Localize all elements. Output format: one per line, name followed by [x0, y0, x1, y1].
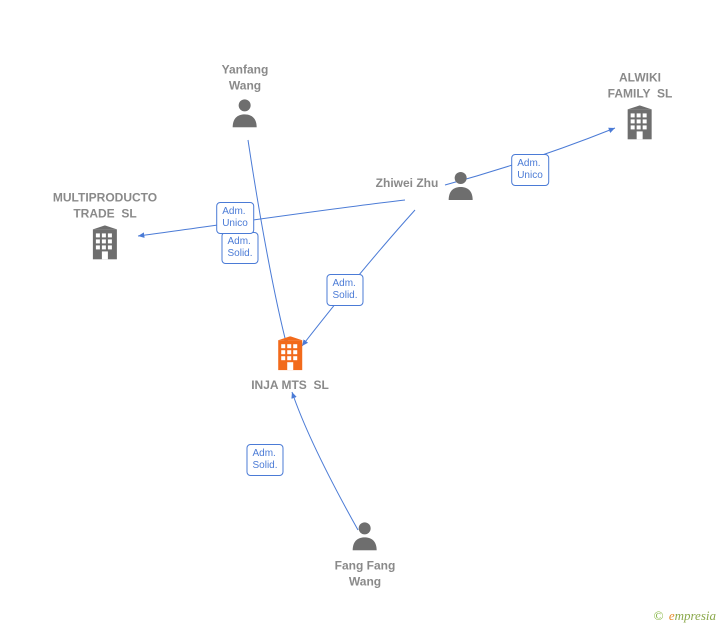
edge-label: Adm. Solid.: [326, 274, 363, 306]
node-multiproducto: MULTIPRODUCTO TRADE SL: [53, 190, 157, 259]
person-icon: [446, 170, 474, 200]
edge-label: Adm. Solid.: [221, 232, 258, 264]
node-fangfang: Fang Fang Wang: [335, 520, 396, 589]
building-icon: [608, 106, 673, 140]
watermark-text: mpresia: [675, 608, 716, 623]
node-label: Zhiwei Zhu: [376, 176, 439, 192]
node-inja: INJA MTS SL: [251, 336, 329, 394]
watermark: © empresia: [654, 608, 716, 624]
node-label: MULTIPRODUCTO TRADE SL: [53, 190, 157, 221]
node-label: INJA MTS SL: [251, 378, 329, 394]
building-icon: [251, 336, 329, 370]
node-label: Yanfang Wang: [222, 62, 269, 93]
copyright-symbol: ©: [654, 608, 664, 623]
edge-zhiwei-multiproducto: [138, 200, 405, 236]
diagram-canvas: Adm. Solid.Adm. Solid.Adm. UnicoAdm. Uni…: [0, 0, 728, 630]
node-zhiwei: Zhiwei Zhu: [376, 170, 475, 200]
node-yanfang: Yanfang Wang: [222, 62, 269, 127]
edge-fangfang-inja: [292, 392, 358, 530]
person-icon: [222, 98, 269, 128]
building-icon: [53, 226, 157, 260]
edge-label: Adm. Solid.: [246, 444, 283, 476]
person-icon: [335, 520, 396, 550]
node-label: Fang Fang Wang: [335, 558, 396, 589]
node-label: ALWIKI FAMILY SL: [608, 70, 673, 101]
edge-label: Adm. Unico: [216, 202, 254, 234]
edge-label: Adm. Unico: [511, 154, 549, 186]
node-alwiki: ALWIKI FAMILY SL: [608, 70, 673, 139]
